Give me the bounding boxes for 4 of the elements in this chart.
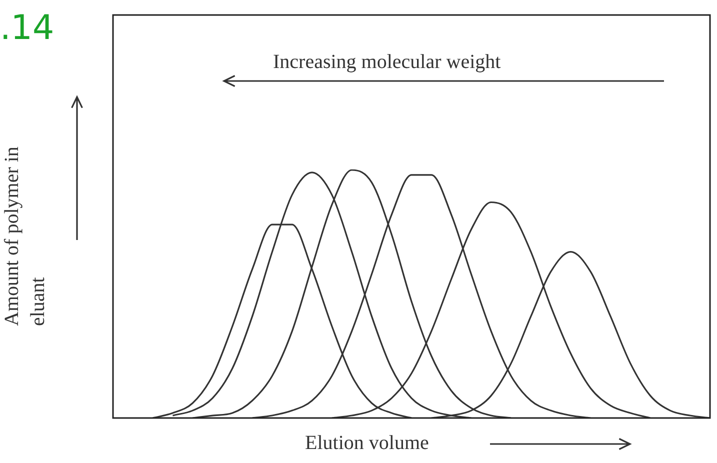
text: .14 bbox=[0, 8, 54, 48]
text: Increasing molecular weight bbox=[273, 50, 502, 75]
y-axis-title: Amount of polymer in eluant bbox=[0, 146, 50, 326]
x-axis-title: Elution volume bbox=[305, 432, 429, 455]
